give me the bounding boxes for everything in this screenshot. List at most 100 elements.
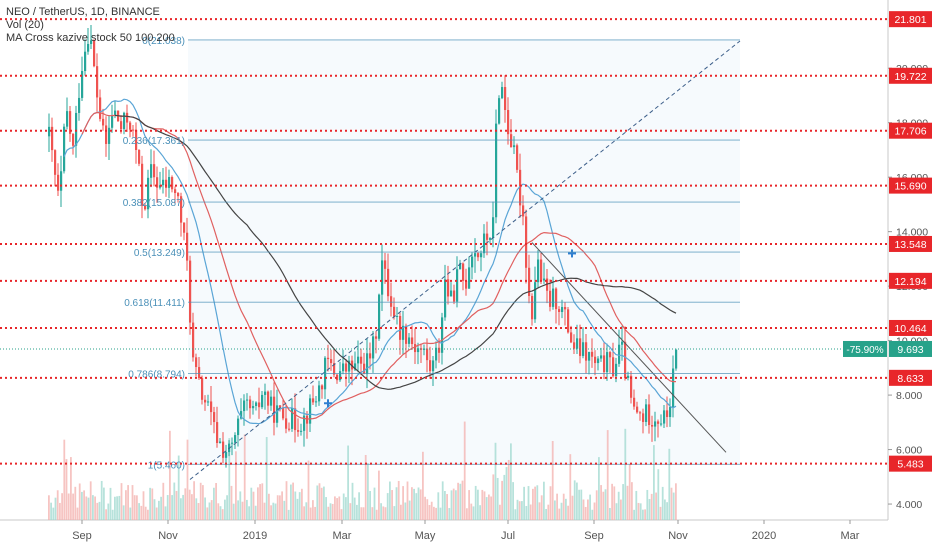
volume-bar xyxy=(241,501,244,520)
volume-bar xyxy=(529,504,532,520)
candle-body xyxy=(519,169,522,206)
volume-bar xyxy=(477,489,479,520)
volume-bar xyxy=(483,491,486,520)
volume-bar xyxy=(668,448,671,520)
candle-body xyxy=(234,435,237,443)
volume-bar xyxy=(65,459,68,520)
price-level-value: 17.706 xyxy=(894,126,926,138)
candle-body xyxy=(138,149,141,164)
volume-bar xyxy=(287,509,290,520)
volume-bar xyxy=(204,497,206,520)
price-level-label: 5.483 xyxy=(889,455,932,472)
volume-bar xyxy=(296,498,299,520)
volume-bar xyxy=(136,495,138,520)
volume-bar xyxy=(116,496,118,520)
x-tick-label: Sep xyxy=(72,530,92,542)
volume-bar xyxy=(653,445,655,520)
volume-bar xyxy=(540,495,543,520)
candle-body xyxy=(630,375,633,398)
candle-body xyxy=(294,408,297,431)
volume-bar xyxy=(439,507,442,520)
volume-bar xyxy=(270,505,272,520)
candle-body xyxy=(144,205,147,210)
x-tick-label: May xyxy=(415,530,436,542)
volume-bar xyxy=(384,507,387,520)
volume-bar xyxy=(142,491,145,520)
volume-bar xyxy=(639,503,642,520)
candle-body xyxy=(213,412,216,423)
candle-body xyxy=(276,405,279,423)
volume-bar xyxy=(184,488,187,520)
candle-body xyxy=(639,412,642,414)
price-level-value: 15.690 xyxy=(894,181,926,193)
candle-body xyxy=(318,385,321,402)
volume-bar xyxy=(303,506,305,520)
candle-body xyxy=(516,145,519,170)
price-level-value: 19.722 xyxy=(894,71,926,83)
volume-bar xyxy=(479,505,481,520)
volume-bar xyxy=(430,501,433,520)
volume-bar xyxy=(96,502,99,520)
candle-body xyxy=(591,351,594,357)
candle-body xyxy=(666,410,669,418)
price-level-label: 10.464 xyxy=(889,319,932,336)
candle-body xyxy=(297,430,300,432)
x-tick-label: 2019 xyxy=(243,530,267,542)
legend-ma[interactable]: MA Cross kazive stock 50 100 200 xyxy=(6,32,175,44)
price-level-label: 12.194 xyxy=(889,272,932,289)
volume-bar xyxy=(292,482,294,520)
candle-body xyxy=(165,179,168,188)
candle-body xyxy=(222,441,225,458)
candle-body xyxy=(510,134,513,148)
volume-bar xyxy=(516,499,519,520)
candle-body xyxy=(498,98,501,124)
candle-body xyxy=(321,385,324,390)
price-level-value: 5.483 xyxy=(897,459,923,471)
volume-bar xyxy=(360,507,363,520)
volume-bar xyxy=(237,500,239,520)
volume-bar xyxy=(611,483,613,520)
volume-bar xyxy=(514,509,517,520)
price-level-badge xyxy=(889,122,932,139)
candle-body xyxy=(423,348,426,350)
candle-body xyxy=(315,401,318,403)
price-level-badge xyxy=(889,11,932,28)
volume-bar xyxy=(386,493,389,520)
volume-bar xyxy=(81,491,83,520)
volume-bar xyxy=(100,480,103,520)
candle-body xyxy=(543,278,546,281)
candle-body xyxy=(672,368,675,408)
volume-bar xyxy=(551,440,554,520)
volume-bar xyxy=(569,454,572,520)
volume-bar xyxy=(276,495,279,520)
candle-body xyxy=(333,363,336,375)
volume-bar xyxy=(314,506,316,520)
candle-body xyxy=(351,360,354,370)
candle-body xyxy=(570,332,573,343)
candle-body xyxy=(48,126,51,137)
legend-symbol[interactable]: NEO / TetherUS, 1D, BINANCE xyxy=(6,6,160,18)
candle-body xyxy=(393,306,396,317)
candle-body xyxy=(264,391,267,395)
volume-bar xyxy=(373,487,376,520)
volume-bar xyxy=(501,480,503,520)
candle-body xyxy=(528,267,531,296)
candle-body xyxy=(507,110,510,135)
volume-bar xyxy=(446,494,448,520)
price-level-value: 13.548 xyxy=(894,239,926,251)
candle-body xyxy=(417,348,420,353)
y-tick-label: 6.000 xyxy=(896,445,922,457)
candle-body xyxy=(468,267,471,289)
candle-body xyxy=(66,111,69,127)
candle-body xyxy=(378,294,381,339)
volume-bar xyxy=(125,490,127,520)
volume-bar xyxy=(283,500,286,520)
volume-bar xyxy=(155,507,158,520)
candle-body xyxy=(501,87,504,99)
legend-volume[interactable]: Vol (20) xyxy=(6,19,44,31)
price-level-badge xyxy=(889,272,932,289)
volume-bar xyxy=(290,484,292,520)
price-level-label: 19.722 xyxy=(889,67,932,84)
